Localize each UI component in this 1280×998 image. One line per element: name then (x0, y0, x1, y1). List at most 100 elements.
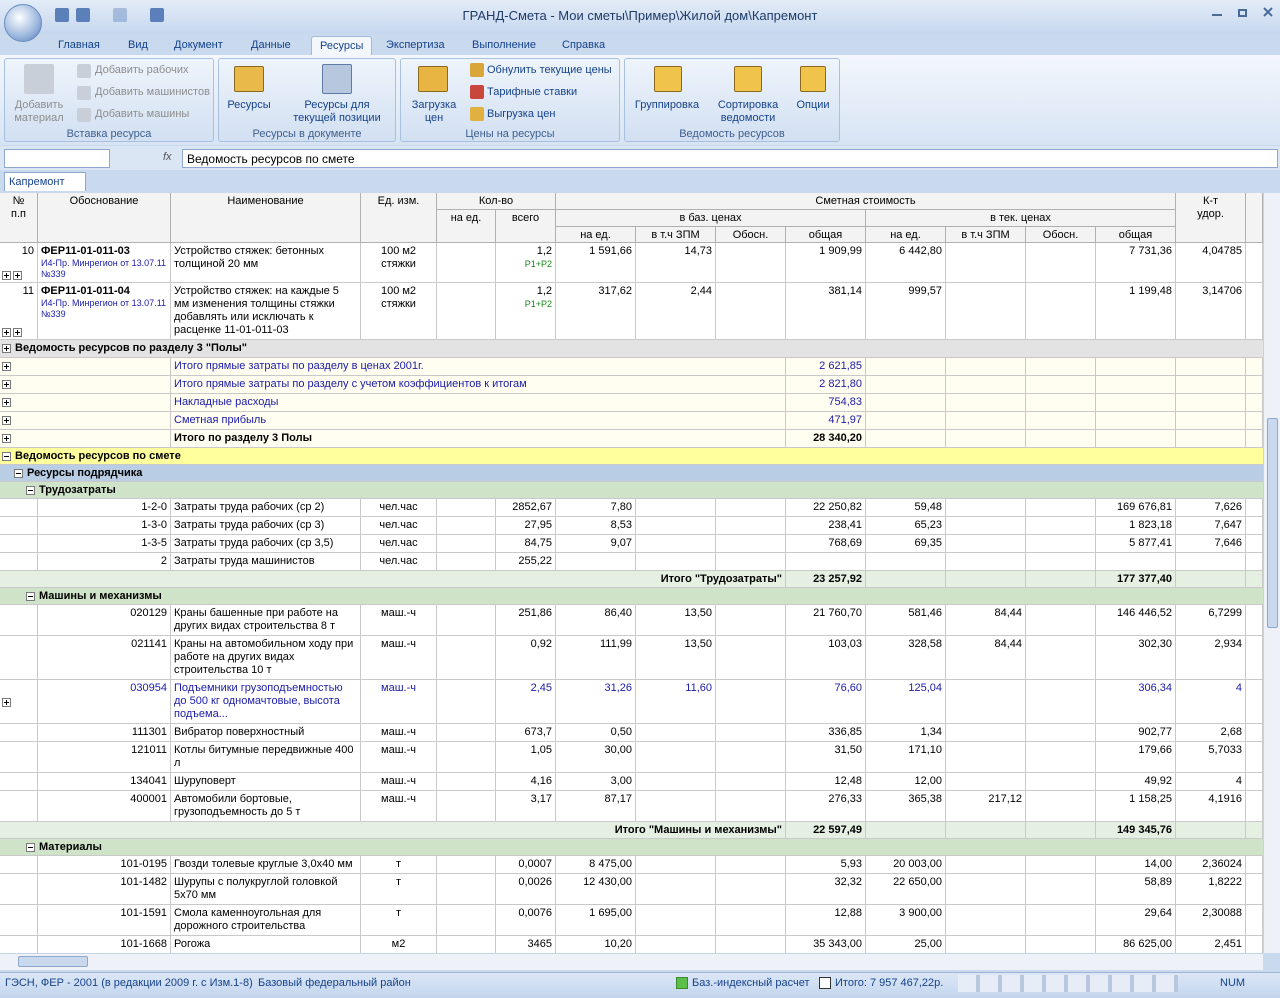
minimize-button[interactable] (1212, 14, 1222, 16)
ribbon-tab[interactable]: Документ (166, 36, 231, 55)
summary-value: 754,83 (786, 394, 866, 412)
scroll-thumb[interactable] (1267, 418, 1278, 628)
cell: 306,34 (1096, 680, 1176, 724)
ribbon-tab[interactable]: Экспертиза (378, 36, 453, 55)
expand-toggle[interactable] (2, 434, 11, 443)
ribbon-button[interactable]: Добавить материал (8, 99, 70, 125)
ribbon-tab[interactable]: Ресурсы (311, 36, 372, 55)
status-calc-method[interactable]: Баз.-индексный расчет (692, 977, 809, 989)
expand-toggle[interactable] (2, 380, 11, 389)
cell (1246, 499, 1263, 517)
cell: 020129 (38, 605, 171, 636)
cell: Затраты труда рабочих (ср 3,5) (171, 535, 361, 553)
cell: 7,647 (1176, 517, 1246, 535)
cell (1176, 553, 1246, 571)
ribbon-button[interactable]: Тарифные ставки (487, 86, 577, 98)
expand-toggle[interactable] (2, 698, 11, 707)
cell: 768,69 (786, 535, 866, 553)
cell: м2 (361, 936, 437, 953)
expand-toggle[interactable] (13, 271, 22, 280)
cell: 65,23 (866, 517, 946, 535)
close-button[interactable] (1262, 6, 1274, 20)
vertical-scrollbar[interactable] (1263, 193, 1280, 953)
cell (636, 742, 716, 773)
cell (946, 517, 1026, 535)
cell: 1,05 (496, 742, 556, 773)
column-header: Ед. изм. (361, 193, 437, 243)
cell: чел.час (361, 535, 437, 553)
cell: 251,86 (496, 605, 556, 636)
ribbon-tab[interactable]: Главная (50, 36, 108, 55)
cell (437, 553, 496, 571)
cell: 14,00 (1096, 856, 1176, 874)
document-tab[interactable]: Капремонт (4, 172, 86, 191)
cell: Смола каменноугольная для дорожного стро… (171, 905, 361, 936)
status-toolbar[interactable] (958, 975, 1178, 992)
cell: чел.час (361, 517, 437, 535)
formula-input[interactable]: Ведомость ресурсов по смете (182, 149, 1278, 168)
expand-toggle[interactable] (2, 362, 11, 371)
expand-toggle[interactable] (2, 398, 11, 407)
cell (0, 791, 38, 822)
cell (0, 742, 38, 773)
ribbon-button[interactable]: Опции (790, 99, 836, 112)
expand-toggle[interactable] (2, 271, 11, 280)
redo-button[interactable] (113, 8, 127, 22)
cell (716, 636, 786, 680)
restore-button[interactable] (1238, 9, 1247, 17)
cell (1026, 680, 1096, 724)
expand-toggle[interactable] (2, 328, 11, 337)
ribbon-button[interactable]: Ресурсы (222, 99, 276, 112)
expand-toggle[interactable] (14, 469, 23, 478)
cell: 4 (1176, 680, 1246, 724)
ribbon-button[interactable]: Ресурсы для текущей позиции (284, 99, 390, 125)
cell (437, 243, 496, 283)
ribbon-tab[interactable]: Вид (120, 36, 156, 55)
icon (470, 63, 484, 77)
cell: маш.-ч (361, 724, 437, 742)
subgroup-title: Машины и механизмы (36, 588, 1036, 605)
cell (1026, 553, 1096, 571)
ribbon-button[interactable]: Выгрузка цен (487, 108, 555, 120)
ribbon-button[interactable]: Добавить рабочих (95, 64, 188, 76)
find-button[interactable] (150, 8, 164, 22)
ribbon-button[interactable]: Обнулить текущие цены (487, 64, 612, 76)
cell: 6,7299 (1176, 605, 1246, 636)
ribbon-button[interactable]: Добавить машины (95, 108, 189, 120)
cell (636, 856, 716, 874)
ribbon-button[interactable]: Сортировка ведомости (712, 99, 784, 125)
cell (1026, 283, 1096, 340)
undo-button[interactable] (76, 8, 90, 22)
ribbon-button[interactable]: Загрузка цен (404, 99, 464, 125)
expand-toggle[interactable] (2, 344, 11, 353)
cell (0, 724, 38, 742)
cell: т (361, 905, 437, 936)
app-button[interactable] (4, 4, 42, 42)
cell (1026, 874, 1096, 905)
cell: Шуруповерт (171, 773, 361, 791)
expand-toggle[interactable] (26, 486, 35, 495)
horizontal-scrollbar[interactable] (0, 953, 1263, 970)
cell (0, 553, 38, 571)
ribbon-button[interactable]: Добавить машинистов (95, 86, 210, 98)
ribbon-tab[interactable]: Выполнение (464, 36, 544, 55)
ribbon-tab[interactable]: Данные (243, 36, 299, 55)
icon (470, 107, 484, 121)
expand-toggle[interactable] (26, 592, 35, 601)
scroll-thumb[interactable] (18, 956, 88, 967)
expand-toggle[interactable] (26, 843, 35, 852)
cell: 22 250,82 (786, 499, 866, 517)
ribbon-tab[interactable]: Справка (554, 36, 613, 55)
cell (1026, 394, 1096, 412)
expand-toggle[interactable] (13, 328, 22, 337)
cell (1246, 742, 1263, 773)
cell: 14,73 (636, 243, 716, 283)
expand-toggle[interactable] (2, 452, 11, 461)
formula: Р1+Р2 (499, 258, 552, 271)
name-box[interactable] (4, 149, 110, 168)
cell (1026, 605, 1096, 636)
save-button[interactable] (55, 8, 69, 22)
ribbon-button[interactable]: Группировка (628, 99, 706, 112)
expand-toggle[interactable] (2, 416, 11, 425)
cell: 365,38 (866, 791, 946, 822)
